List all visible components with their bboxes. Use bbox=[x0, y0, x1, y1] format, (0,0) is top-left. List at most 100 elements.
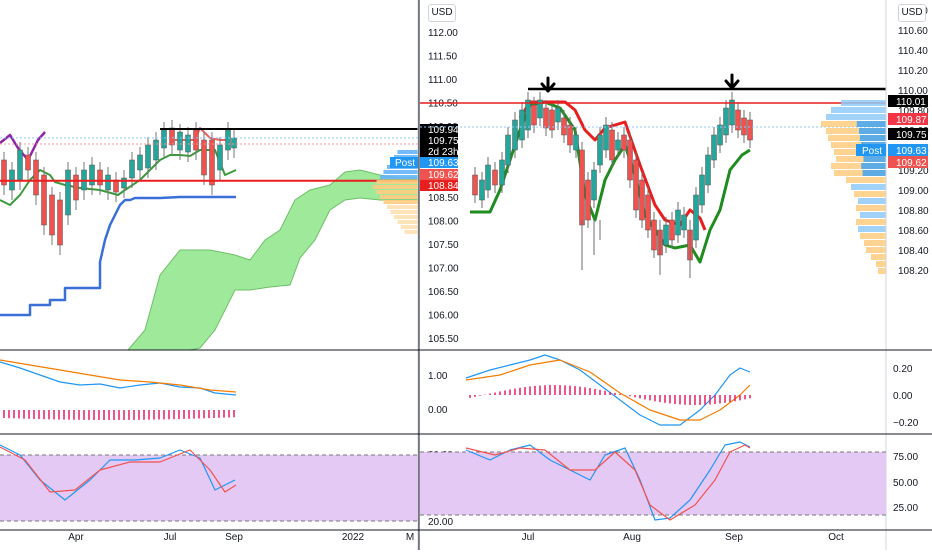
vp-bar bbox=[390, 210, 418, 214]
left-macd-tick: 1.00 bbox=[428, 371, 448, 382]
r-price-tick-label: 110.00 bbox=[898, 86, 928, 97]
r-candle-body bbox=[549, 109, 555, 131]
r-candle-body bbox=[723, 107, 729, 136]
r-vp-bar bbox=[851, 184, 886, 190]
r-candle-body bbox=[479, 179, 485, 201]
vp-bar bbox=[401, 225, 418, 229]
candle-body-25 bbox=[201, 139, 207, 176]
r-candle-body bbox=[585, 179, 591, 221]
left-time-label: 2022 bbox=[342, 532, 365, 543]
post-tag-text: Post bbox=[395, 158, 415, 169]
r-vp-bar bbox=[854, 191, 886, 197]
price-tick-label: 107.50 bbox=[428, 240, 459, 251]
r-candle-body bbox=[663, 224, 669, 246]
price-badge-text: 109.94 bbox=[428, 125, 459, 136]
r-price-tick-label: 110.60 bbox=[898, 26, 928, 37]
r-vp-bar bbox=[826, 114, 886, 120]
r-vp-bar-blue bbox=[862, 170, 886, 176]
price-badge-text: 2d 23h bbox=[428, 147, 459, 158]
kijun-line bbox=[0, 195, 236, 317]
r-candle-body bbox=[555, 107, 561, 123]
leading-red-line bbox=[175, 127, 230, 141]
r-vp-bar-blue bbox=[863, 156, 886, 162]
candle-body-17 bbox=[137, 154, 143, 171]
r-candle-body bbox=[531, 104, 537, 126]
left-time-label: Apr bbox=[68, 532, 84, 543]
candle-body-27 bbox=[217, 144, 223, 171]
r-candle-body bbox=[579, 149, 585, 226]
right-arrows bbox=[540, 73, 740, 93]
r-candle-body bbox=[717, 124, 723, 146]
r-vp-bar bbox=[856, 219, 886, 225]
r-candle-body bbox=[567, 124, 573, 146]
r-candle-body bbox=[645, 194, 651, 231]
r-candle-body bbox=[512, 119, 518, 151]
right-macd-tick: −0.20 bbox=[893, 418, 919, 429]
price-tick-label: 106.50 bbox=[428, 287, 459, 298]
right-signal-line bbox=[465, 359, 751, 421]
r-price-badge-bg bbox=[888, 144, 928, 156]
r-price-tick-label: 109.00 bbox=[898, 186, 929, 197]
r-candle-body bbox=[543, 107, 549, 129]
vp-bar bbox=[373, 185, 418, 189]
r-candle-body bbox=[705, 154, 711, 186]
right-time-label: Oct bbox=[828, 532, 844, 543]
price-badge-bg bbox=[420, 180, 458, 191]
r-price-tick-label: 108.40 bbox=[898, 246, 929, 257]
candle-body-16 bbox=[129, 159, 135, 179]
r-price-tick-label: 110.20 bbox=[898, 66, 928, 77]
r-post-tag-bg bbox=[856, 144, 886, 156]
r-vp-bar bbox=[864, 240, 886, 246]
r-price-badge-text: 109.87 bbox=[896, 115, 927, 126]
r-vp-bar bbox=[831, 107, 886, 113]
r-vp-bar bbox=[821, 121, 886, 127]
price-tick-label: 107.00 bbox=[428, 263, 459, 274]
price-badge-text: 109.62 bbox=[428, 170, 459, 181]
macd-panes: 1.00 0.00 0.20 0.00 −0.20 bbox=[0, 354, 919, 429]
price-badge-text: 109.75 bbox=[428, 136, 459, 147]
r-vp-bar bbox=[856, 205, 886, 211]
vp-bar bbox=[376, 190, 418, 194]
candle-body-13 bbox=[105, 174, 111, 191]
r-vp-bar bbox=[841, 100, 886, 106]
candle-body-19 bbox=[153, 139, 159, 161]
right-stoch-tick: 75.00 bbox=[893, 452, 918, 463]
left-indicator-lines bbox=[0, 127, 237, 317]
right-candles bbox=[472, 92, 753, 278]
candle-body-21 bbox=[169, 127, 175, 146]
r-vp-bar-blue bbox=[859, 135, 886, 141]
right-time-label: Aug bbox=[623, 532, 641, 543]
r-candle-body bbox=[735, 109, 741, 131]
right-macd-tick: 0.20 bbox=[893, 364, 913, 375]
r-post-tag-text: Post bbox=[862, 146, 882, 157]
r-candle-body bbox=[573, 134, 579, 151]
r-price-tick-label: 109.80 bbox=[898, 106, 929, 117]
r-vp-bar bbox=[860, 233, 886, 239]
r-vp-bar bbox=[878, 268, 886, 274]
price-tick-label: 106.00 bbox=[428, 310, 459, 321]
vp-bar bbox=[380, 175, 418, 179]
left-time-label: Sep bbox=[225, 532, 243, 543]
r-candle-body bbox=[505, 134, 511, 166]
usd-currency-button-right[interactable]: USD bbox=[898, 4, 926, 22]
r-candle-body bbox=[747, 119, 753, 141]
usd-currency-button-left[interactable]: USD bbox=[428, 4, 456, 22]
candle-body-7 bbox=[57, 199, 63, 246]
candle-body-23 bbox=[185, 134, 191, 153]
r-price-badge-bg bbox=[888, 156, 928, 168]
price-badge-text: 108.84 bbox=[428, 181, 459, 192]
down-arrow-0 bbox=[540, 76, 556, 93]
r-price-tick-label: 108.20 bbox=[898, 266, 929, 277]
vp-bar bbox=[387, 205, 418, 209]
left-signal-line bbox=[0, 359, 237, 393]
r-candle-body bbox=[621, 134, 627, 151]
r-candle-body bbox=[699, 174, 705, 206]
candle-body-28 bbox=[225, 129, 231, 151]
left-macd-tick: 0.00 bbox=[428, 405, 448, 416]
r-candle-body bbox=[615, 139, 621, 151]
price-badge-bg bbox=[420, 157, 458, 168]
r-vp-bar bbox=[834, 170, 886, 176]
r-price-badge-text: 109.62 bbox=[896, 158, 927, 169]
r-vp-bar bbox=[858, 198, 886, 204]
